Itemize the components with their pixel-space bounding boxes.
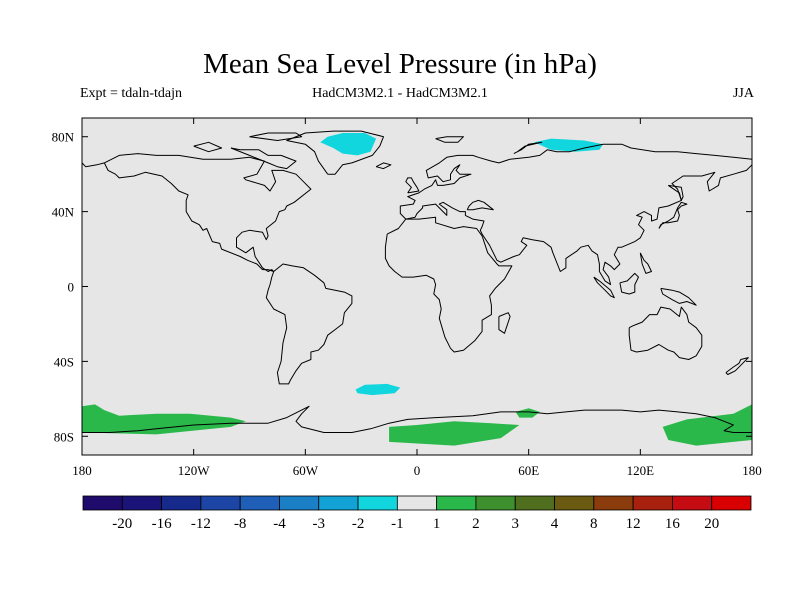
model-comparison-label: HadCM3M2.1 - HadCM3M2.1 <box>312 86 488 101</box>
colorbar-label: -1 <box>391 516 404 532</box>
coastline <box>435 136 464 143</box>
colorbar-swatch <box>279 495 320 511</box>
colorbar-label: -16 <box>152 516 172 532</box>
x-tick-label: 0 <box>414 463 421 478</box>
colorbar-swatch <box>318 495 359 511</box>
colorbar-label: 8 <box>590 516 598 532</box>
coastline <box>628 306 703 360</box>
colorbar-label: 1 <box>433 516 441 532</box>
colorbar-label: -20 <box>112 516 132 532</box>
shaded-region <box>515 408 540 418</box>
colorbar-swatch <box>593 495 634 511</box>
y-tick-label: 80S <box>54 429 74 444</box>
coastline <box>639 252 652 274</box>
x-tick-label: 180 <box>72 463 92 478</box>
colorbar-label: -2 <box>352 516 365 532</box>
colorbar-swatch <box>672 495 713 511</box>
coastline <box>193 141 223 153</box>
colorbar-swatch <box>632 495 673 511</box>
coastline <box>286 130 384 175</box>
coastline <box>249 132 303 141</box>
coastline <box>82 405 752 433</box>
y-tick-label: 80N <box>52 130 75 145</box>
coastline <box>658 201 688 229</box>
background-field <box>82 118 752 455</box>
colorbar-label: 12 <box>626 516 641 532</box>
colorbar: -20 -16 -12 -8 -4 -3 -2 -1 1 2 3 4 8 12 16 20 <box>82 495 752 532</box>
coastline <box>384 216 513 353</box>
colorbar-swatch <box>357 495 398 511</box>
colorbar-label: -3 <box>313 516 326 532</box>
colorbar-swatch <box>200 495 241 511</box>
x-tick-label: 60E <box>518 463 539 478</box>
y-tick-label: 0 <box>68 280 75 295</box>
colorbar-label: 20 <box>704 516 719 532</box>
colorbar-swatch <box>514 495 555 511</box>
shaded-region <box>389 421 520 446</box>
y-tick-label: 40N <box>52 205 75 220</box>
coastline <box>230 147 297 170</box>
shaded-region <box>355 383 401 396</box>
coastline <box>103 153 312 272</box>
coastline <box>513 141 543 155</box>
y-tick-label: 40S <box>54 354 74 369</box>
coastline <box>405 164 753 286</box>
map-axes: 180 120W 60W 0 60E 120E 180 80N 40N 0 40S 80S <box>52 117 762 478</box>
colorbar-swatch <box>161 495 202 511</box>
coastline <box>668 184 684 201</box>
coastline <box>660 287 697 306</box>
coastline <box>399 143 753 220</box>
colorbar-label: 3 <box>511 516 519 532</box>
colorbar-swatch <box>475 495 516 511</box>
coastline <box>466 199 494 211</box>
coastline <box>375 162 392 170</box>
coastline <box>593 276 615 299</box>
coastline <box>405 177 420 194</box>
colorbar-swatch <box>436 495 477 511</box>
coastline <box>265 263 353 385</box>
colorbar-label: 4 <box>551 516 559 532</box>
colorbar-swatch <box>121 495 162 511</box>
shaded-region <box>662 404 752 446</box>
coastline <box>498 312 511 334</box>
coastline <box>619 272 639 295</box>
colorbar-label: 16 <box>665 516 681 532</box>
colorbar-label: -8 <box>234 516 247 532</box>
experiment-label: Expt = tdaln-tdajn <box>80 86 182 101</box>
colorbar-swatch <box>711 495 752 511</box>
colorbar-label: 2 <box>472 516 480 532</box>
coastline <box>81 162 105 168</box>
x-tick-label: 120E <box>627 463 655 478</box>
plot-title: Mean Sea Level Pressure (in hPa) <box>203 48 597 80</box>
shaded-region <box>320 133 377 156</box>
colorbar-label: -4 <box>273 516 286 532</box>
colorbar-swatch <box>554 495 595 511</box>
x-tick-label: 180 <box>742 463 762 478</box>
x-tick-label: 120W <box>178 463 211 478</box>
shaded-region <box>82 404 246 435</box>
colorbar-label: -12 <box>191 516 211 532</box>
season-label: JJA <box>732 86 754 101</box>
colorbar-swatch <box>82 495 123 511</box>
colorbar-swatch <box>239 495 280 511</box>
x-tick-label: 60W <box>293 463 319 478</box>
colorbar-swatch <box>396 495 438 511</box>
shaded-region <box>534 138 604 152</box>
coastline <box>725 357 749 375</box>
map-plot-area <box>81 118 753 455</box>
